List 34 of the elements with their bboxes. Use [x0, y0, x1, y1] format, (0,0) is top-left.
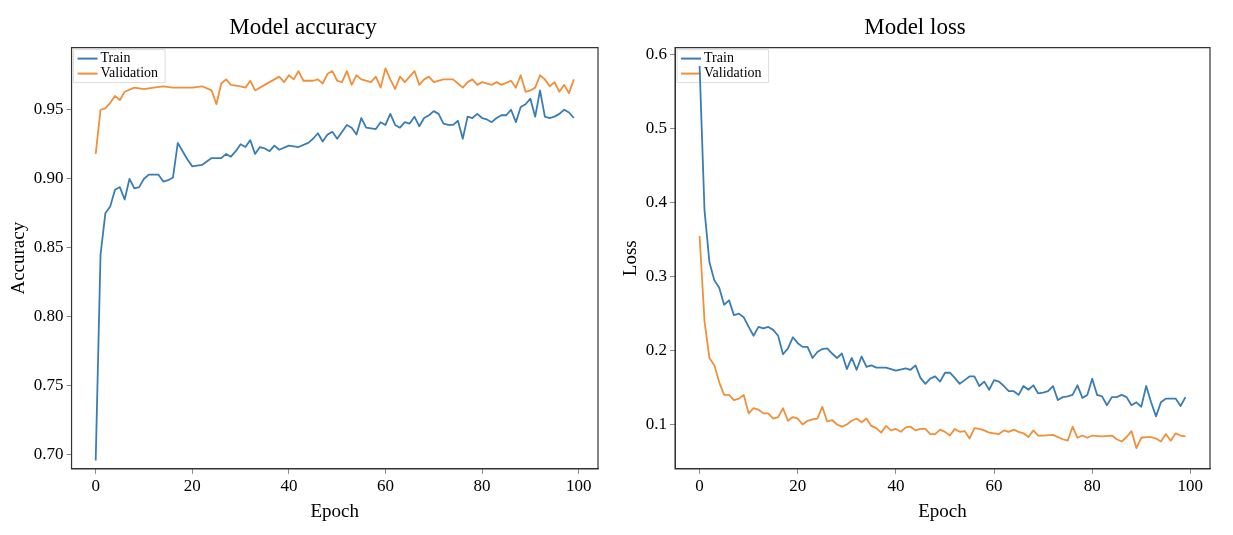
y-tick-label: 0.1: [645, 413, 668, 433]
x-tick-label: 0: [91, 476, 100, 496]
x-tick-label: 20: [183, 476, 201, 496]
x-axis-title: Epoch: [310, 499, 360, 521]
x-tick-label: 60: [985, 476, 1003, 496]
y-tick-label: 0.5: [645, 118, 668, 138]
y-tick-label: 0.4: [645, 192, 668, 212]
x-tick-label: 100: [565, 476, 592, 496]
y-tick-label: 0.80: [33, 306, 64, 326]
x-tick-label: 80: [473, 476, 491, 496]
y-tick-label: 0.90: [33, 168, 64, 188]
y-tick-label: 0.3: [645, 266, 668, 286]
y-tick-label: 0.2: [645, 340, 668, 360]
y-axis-title: Loss: [619, 240, 641, 277]
chart-title: Model accuracy: [229, 13, 378, 39]
y-tick-label: 0.95: [33, 99, 64, 119]
y-tick-label: 0.75: [33, 375, 64, 395]
x-tick-label: 80: [1083, 476, 1101, 496]
x-tick-label: 100: [1177, 476, 1204, 496]
chart-title: Model loss: [864, 13, 966, 39]
legend-label: Validation: [704, 65, 762, 81]
y-tick-label: 0.70: [33, 444, 64, 464]
y-tick-label: 0.6: [645, 44, 668, 64]
x-tick-label: 60: [376, 476, 394, 496]
legend-label: Train: [704, 50, 734, 66]
y-tick-label: 0.85: [33, 237, 64, 257]
x-axis-title: Epoch: [918, 499, 968, 521]
x-tick-label: 0: [695, 476, 704, 496]
legend-label: Train: [100, 50, 131, 66]
y-axis-title: Accuracy: [7, 221, 29, 295]
legend-label: Validation: [100, 65, 159, 81]
x-tick-label: 40: [280, 476, 298, 496]
x-tick-label: 40: [887, 476, 905, 496]
x-tick-label: 20: [789, 476, 807, 496]
